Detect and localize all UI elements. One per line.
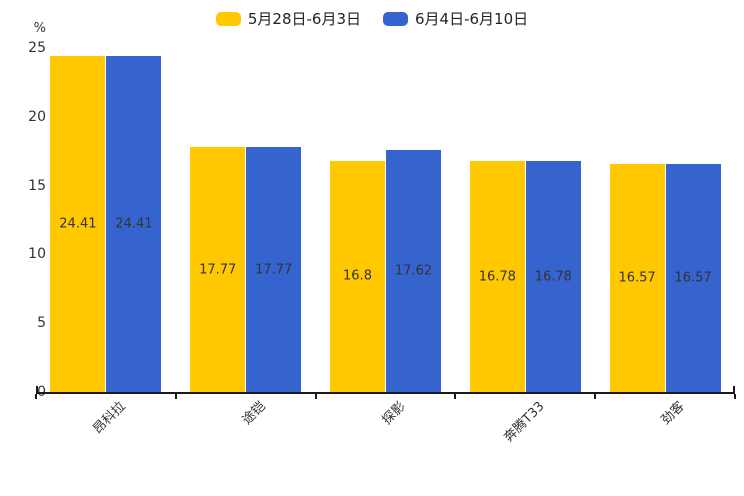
y-tick-label: 5 (37, 315, 46, 332)
y-tick-label: 10 (28, 246, 46, 263)
bar-series0-劲客: 16.57 (609, 163, 665, 392)
x-category-label-2: 探影 (379, 399, 409, 429)
x-axis-tick (35, 394, 37, 399)
bar-value-label: 17.77 (199, 262, 237, 278)
x-axis-end-cap (733, 386, 735, 392)
bar-value-label: 16.78 (478, 269, 516, 285)
bar-series1-奔腾T33: 16.78 (525, 161, 581, 392)
bar-value-label: 24.41 (115, 216, 153, 232)
legend-label: 5月28日-6月3日 (247, 9, 361, 28)
y-tick-label: 20 (28, 108, 46, 125)
x-axis-tick (454, 394, 457, 399)
bar-series0-奔腾T33: 16.78 (469, 161, 525, 392)
bar-series0-途铠: 17.77 (190, 147, 246, 392)
bar-series1-昂科拉: 24.41 (106, 56, 162, 392)
legend: 5月28日-6月3日 6月4日-6月10日 (0, 8, 744, 30)
legend-item-1[interactable]: 6月4日-6月10日 (383, 9, 529, 28)
bar-value-label: 17.62 (394, 263, 433, 279)
legend-swatch-icon (383, 12, 408, 26)
x-axis-tick (734, 394, 736, 399)
x-category-label-3: 奔腾T33 (501, 399, 548, 446)
bar-series0-探影: 16.8 (330, 160, 385, 392)
x-axis-tick (314, 394, 317, 399)
x-axis-end-cap (36, 386, 38, 392)
y-tick-label: 25 (28, 40, 46, 56)
x-axis-tick (594, 394, 597, 399)
bar-series1-探影: 17.62 (386, 149, 441, 392)
bar-series0-昂科拉: 24.41 (50, 56, 106, 392)
legend-swatch-icon (215, 12, 241, 26)
x-category-label-0: 昂科拉 (90, 399, 129, 438)
bar-series1-劲客: 16.57 (665, 163, 721, 392)
legend-label: 6月4日-6月10日 (415, 9, 529, 28)
bar-value-label: 16.78 (534, 269, 572, 285)
bar-series1-途铠: 17.77 (246, 147, 302, 392)
x-axis-line (36, 392, 735, 394)
legend-item-0[interactable]: 5月28日-6月3日 (215, 9, 361, 28)
bar-value-label: 16.57 (618, 270, 656, 286)
bar-value-label: 16.57 (674, 270, 712, 286)
x-category-label-1: 途铠 (239, 399, 269, 429)
x-axis-tick (174, 394, 177, 399)
x-category-label-4: 劲客 (658, 399, 688, 429)
y-tick-label: 15 (28, 177, 46, 194)
bar-value-label: 17.77 (255, 262, 293, 278)
bar-value-label: 16.8 (343, 268, 372, 284)
bar-value-label: 24.41 (59, 216, 97, 232)
y-axis-unit-label: % (33, 21, 46, 36)
